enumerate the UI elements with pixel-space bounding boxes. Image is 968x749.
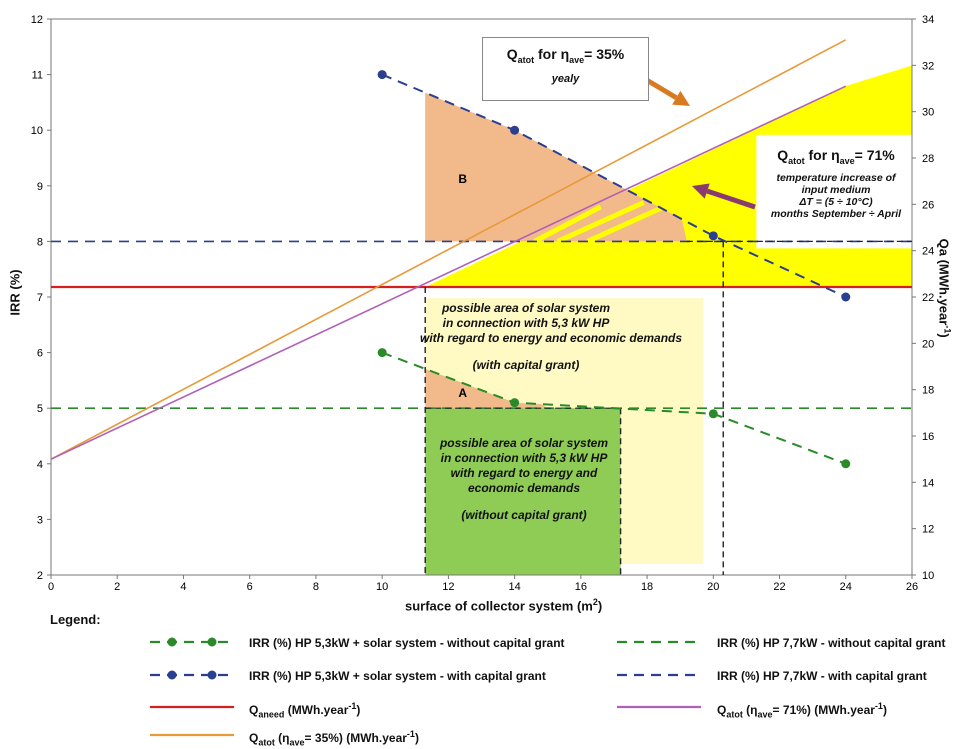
legend-mark-blue-markers	[150, 670, 234, 680]
series-qatot-71	[50, 85, 847, 460]
y-right-tick-label: 16	[922, 431, 934, 443]
y-left-axis-title: IRR (%)	[7, 269, 23, 316]
y-right-tick-label: 18	[922, 385, 934, 397]
legend-label-qatot-71: Qatot (ηave= 71%) (MWh.year-1)	[717, 701, 887, 720]
note-with-grant: possible area of solar system in connect…	[420, 301, 683, 372]
region-without-grant	[425, 408, 621, 575]
annotation-box-35: Qatot for ηave= 35% yealy	[482, 37, 649, 101]
series-irr-53-with-grant	[381, 73, 847, 298]
green-point	[510, 398, 520, 408]
y-left-tick-label: 7	[37, 292, 43, 304]
y-right-tick-label: 30	[922, 107, 934, 119]
series-qatot-35	[50, 39, 847, 460]
y-left-tick-label: 2	[37, 570, 43, 582]
region-A	[425, 368, 548, 409]
region-B-stripe	[533, 204, 602, 244]
legend-marker	[167, 670, 177, 680]
note-without-grant: possible area of solar system in connect…	[439, 436, 609, 522]
y-left-tick-label: 4	[37, 459, 43, 471]
x-tick-label: 14	[508, 581, 520, 593]
y-right-tick-label: 34	[922, 14, 934, 26]
arrow-71	[692, 183, 756, 210]
legend-marker	[207, 670, 217, 680]
y-right-tick-label: 12	[922, 524, 934, 536]
blue-point	[377, 70, 387, 80]
x-tick-label: 10	[376, 581, 388, 593]
x-axis-title: surface of collector system (m2)	[405, 597, 603, 614]
y-right-tick-label: 28	[922, 153, 934, 165]
label-B: B	[458, 172, 467, 186]
legend-title: Legend:	[50, 612, 101, 627]
y-right-tick-label: 22	[922, 292, 934, 304]
legend-marker	[167, 637, 177, 647]
y-left-tick-label: 3	[37, 514, 43, 526]
arrow-head	[672, 90, 690, 106]
blue-point	[510, 125, 520, 135]
y-right-axis-title: Qa (MWh.year-1)	[936, 238, 953, 338]
legend-label-qatot-35: Qatot (ηave= 35%) (MWh.year-1)	[249, 729, 419, 748]
legend-marker	[207, 637, 217, 647]
y-left-tick-label: 12	[31, 14, 43, 26]
legend-marks	[150, 637, 701, 737]
legend-label-blue-dashed: IRR (%) HP 7,7kW - with capital grant	[717, 669, 927, 683]
y-right-tick-label: 24	[922, 246, 934, 258]
region-B	[425, 91, 687, 242]
region-B-stripe	[586, 200, 675, 244]
y-right-tick-label: 32	[922, 60, 934, 72]
series-irr-53-without-grant	[381, 351, 847, 465]
green-point	[841, 459, 851, 469]
axis-ticks: 0 2 4 6 8 10 12 14 16 18 20 22 24 2623456789101112101…	[31, 14, 935, 593]
y-left-tick-label: 8	[37, 236, 43, 248]
x-tick-label: 18	[641, 581, 653, 593]
blue-point	[841, 292, 851, 302]
x-tick-label: 20	[707, 581, 719, 593]
x-tick-label: 16	[575, 581, 587, 593]
x-tick-label: 26	[906, 581, 918, 593]
x-tick-label: 2	[114, 581, 120, 593]
y-right-tick-label: 10	[922, 570, 934, 582]
legend-label-blue-markers: IRR (%) HP 5,3kW + solar system - with c…	[249, 669, 546, 683]
x-tick-label: 22	[773, 581, 785, 593]
green-point	[708, 409, 718, 419]
legend-label-green-markers: IRR (%) HP 5,3kW + solar system - withou…	[249, 636, 565, 650]
annotation-box-71: Qatot for ηave= 71% temperature increase…	[762, 143, 910, 235]
x-tick-label: 6	[247, 581, 253, 593]
green-point	[377, 348, 387, 358]
y-left-tick-label: 9	[37, 181, 43, 193]
arrow-shaft	[706, 188, 756, 210]
y-right-tick-label: 26	[922, 199, 934, 211]
x-tick-label: 0	[48, 581, 54, 593]
legend-mark-green-markers	[150, 637, 234, 647]
x-tick-label: 4	[180, 581, 186, 593]
region-B-stripe	[556, 200, 645, 244]
x-tick-label: 24	[840, 581, 852, 593]
y-right-tick-label: 20	[922, 338, 934, 350]
arrows	[628, 67, 756, 210]
legend-label-green-dashed: IRR (%) HP 7,7kW - without capital grant	[717, 636, 946, 650]
x-tick-label: 8	[313, 581, 319, 593]
y-left-tick-label: 5	[37, 403, 43, 415]
x-tick-label: 12	[442, 581, 454, 593]
y-left-tick-label: 6	[37, 348, 43, 360]
y-left-tick-label: 10	[31, 125, 43, 137]
label-A: A	[458, 386, 467, 400]
arrow-head	[692, 183, 710, 199]
series-lines: AB	[50, 39, 912, 575]
y-left-tick-label: 11	[32, 70, 43, 82]
legend-label-qaneed: Qaneed (MWh.year-1)	[249, 701, 361, 720]
y-right-tick-label: 14	[922, 477, 934, 489]
blue-point	[708, 231, 718, 241]
